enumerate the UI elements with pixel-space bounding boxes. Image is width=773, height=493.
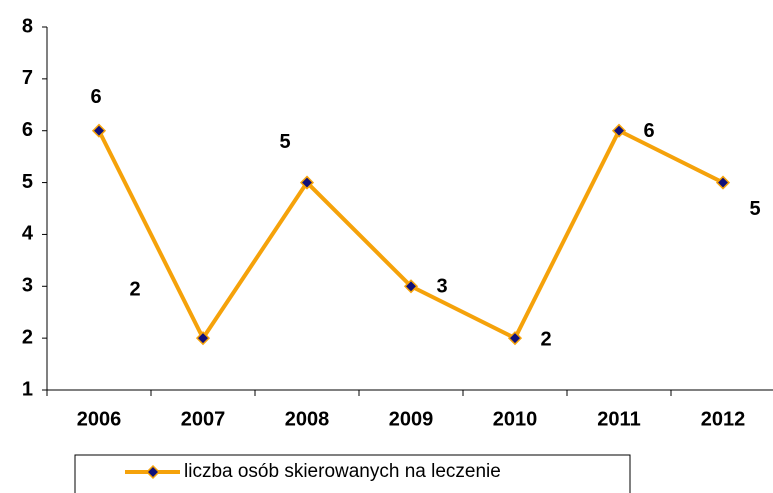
- data-label: 5: [749, 198, 760, 220]
- x-tick-label: 2011: [597, 408, 640, 430]
- x-tick-label: 2009: [389, 408, 434, 430]
- y-tick-label: 3: [22, 275, 33, 297]
- y-tick-label: 6: [22, 119, 33, 141]
- marker: [299, 175, 315, 190]
- x-tick-label: 2007: [181, 408, 226, 430]
- x-tick-label: 2012: [701, 408, 746, 430]
- marker: [195, 331, 211, 346]
- y-tick-label: 8: [22, 15, 33, 37]
- line: [97, 128, 724, 343]
- marker: [611, 123, 627, 138]
- y-tick-label: 5: [22, 171, 33, 193]
- y-tick-label: 2: [22, 326, 33, 348]
- y-tick-label: 4: [22, 223, 34, 245]
- data-label: 2: [540, 328, 551, 350]
- marker: [715, 175, 731, 190]
- legend-text: liczba osób skierowanych na leczenie: [184, 461, 501, 482]
- marker: [507, 331, 523, 346]
- data-label: 2: [129, 278, 140, 300]
- y-tick-label: 1: [22, 378, 33, 400]
- y-tick-label: 7: [22, 67, 33, 89]
- marker: [403, 279, 419, 294]
- x-tick-label: 2008: [285, 408, 330, 430]
- data-label: 6: [90, 86, 101, 108]
- x-tick-label: 2006: [77, 408, 122, 430]
- data-label: 3: [436, 276, 447, 298]
- data-label: 6: [643, 120, 654, 142]
- x-tick-label: 2010: [493, 408, 538, 430]
- data-label: 5: [279, 131, 290, 153]
- marker: [91, 123, 107, 138]
- marker: [145, 464, 161, 480]
